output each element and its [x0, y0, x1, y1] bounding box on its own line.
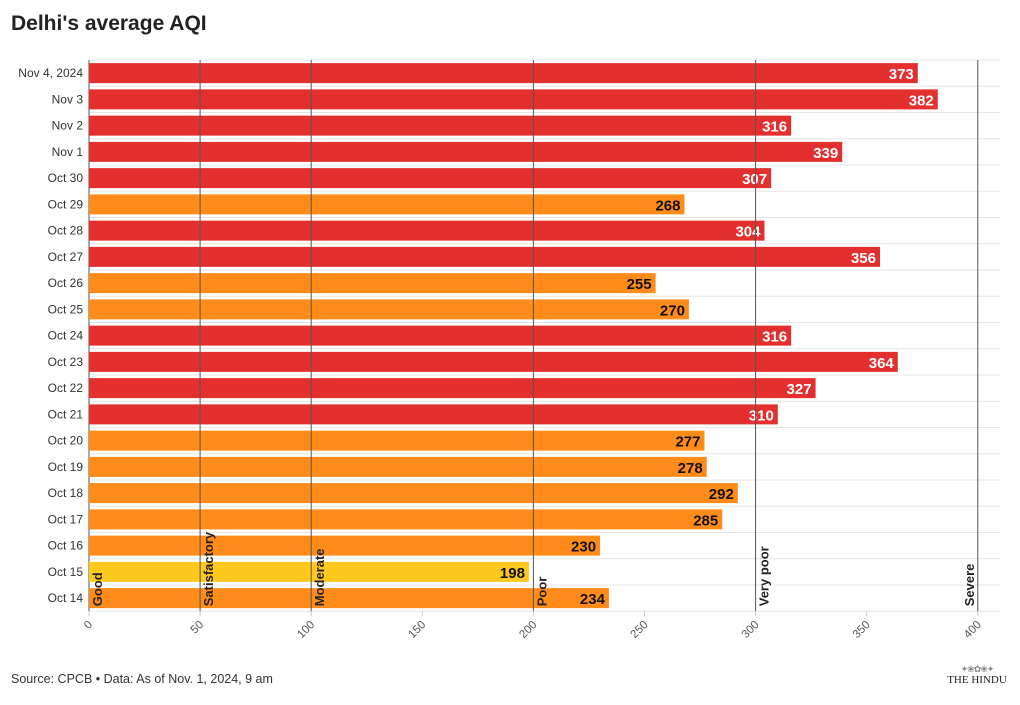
bar: [89, 325, 792, 346]
logo-text: THE HINDU: [947, 674, 1007, 686]
logo-emblem-icon: ✦❀✿❀✦: [960, 664, 995, 674]
threshold-label: Severe: [962, 564, 977, 607]
category-label: Oct 29: [48, 197, 84, 211]
data-label: 285: [693, 512, 718, 529]
bar: [89, 89, 938, 110]
data-label: 270: [660, 302, 685, 319]
category-label: Nov 1: [52, 145, 84, 159]
category-label: Oct 21: [48, 407, 84, 421]
the-hindu-logo: ✦❀✿❀✦ THE HINDU: [944, 664, 1010, 686]
category-label: Oct 20: [48, 434, 84, 448]
data-label: 356: [851, 250, 876, 267]
category-label: Oct 19: [48, 460, 84, 474]
threshold-label: Satisfactory: [201, 531, 216, 606]
data-label: 316: [762, 119, 787, 136]
x-tick-label: 200: [517, 619, 539, 641]
data-label: 198: [500, 565, 525, 582]
bar: [89, 299, 689, 320]
bar: [89, 378, 816, 399]
bar: [89, 246, 881, 267]
data-label: 230: [571, 539, 596, 556]
x-tick-label: 150: [406, 619, 428, 641]
x-tick-label: 0: [82, 619, 95, 632]
bar: [89, 509, 723, 530]
category-label: Oct 26: [48, 276, 84, 290]
data-label: 292: [709, 486, 734, 503]
threshold-label: Good: [90, 572, 105, 606]
bar: [89, 220, 765, 241]
source-note: Source: CPCB • Data: As of Nov. 1, 2024,…: [11, 672, 273, 686]
bar: [89, 404, 778, 425]
category-label: Oct 22: [48, 381, 84, 395]
category-label: Oct 15: [48, 565, 84, 579]
category-label: Oct 23: [48, 355, 84, 369]
bar: [89, 141, 843, 162]
bar: [89, 273, 656, 294]
category-label: Oct 25: [48, 302, 84, 316]
data-label: 373: [889, 66, 914, 83]
category-label: Oct 30: [48, 171, 84, 185]
bar: [89, 561, 529, 582]
category-label: Oct 14: [48, 591, 84, 605]
bar: [89, 456, 707, 477]
data-label: 234: [580, 591, 606, 608]
data-label: 382: [909, 92, 934, 109]
bar: [89, 588, 609, 609]
data-label: 307: [742, 171, 767, 188]
category-label: Oct 18: [48, 486, 84, 500]
data-label: 316: [762, 329, 787, 346]
data-label: 327: [787, 381, 812, 398]
data-label: 339: [813, 145, 838, 162]
bar: [89, 430, 705, 451]
threshold-label: Moderate: [312, 548, 327, 606]
data-label: 268: [655, 197, 680, 214]
threshold-label: Very poor: [757, 546, 772, 606]
bar: [89, 115, 792, 136]
bar: [89, 351, 898, 372]
x-tick-label: 350: [851, 619, 873, 641]
threshold-label: Poor: [534, 577, 549, 607]
category-label: Nov 4, 2024: [18, 66, 83, 80]
bar: [89, 483, 738, 504]
data-label: 277: [675, 434, 700, 451]
data-label: 364: [869, 355, 895, 372]
x-tick-label: 100: [295, 619, 317, 641]
bar: [89, 535, 601, 556]
category-label: Oct 28: [48, 224, 84, 238]
category-label: Oct 24: [48, 329, 84, 343]
x-tick-label: 50: [189, 619, 207, 637]
category-label: Nov 3: [52, 92, 84, 106]
bar: [89, 194, 685, 215]
bar: [89, 168, 772, 189]
data-label: 304: [735, 224, 761, 241]
x-tick-label: 250: [629, 619, 651, 641]
category-label: Oct 27: [48, 250, 84, 264]
bar: [89, 63, 918, 84]
x-tick-label: 300: [740, 619, 762, 641]
data-label: 278: [678, 460, 703, 477]
category-label: Nov 2: [52, 119, 84, 133]
chart-title: Delhi's average AQI: [11, 12, 207, 35]
data-label: 255: [627, 276, 652, 293]
category-label: Oct 17: [48, 512, 84, 526]
x-tick-label: 400: [962, 619, 984, 641]
data-label: 310: [749, 407, 774, 424]
category-label: Oct 16: [48, 539, 84, 553]
